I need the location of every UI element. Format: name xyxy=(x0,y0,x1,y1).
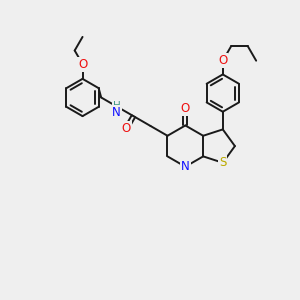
Text: N: N xyxy=(181,160,190,173)
Text: O: O xyxy=(181,102,190,115)
Text: O: O xyxy=(218,54,227,67)
Text: N: N xyxy=(112,106,121,119)
Text: H: H xyxy=(112,101,120,111)
Text: O: O xyxy=(122,122,131,135)
Text: O: O xyxy=(78,58,87,70)
Text: S: S xyxy=(219,156,226,169)
